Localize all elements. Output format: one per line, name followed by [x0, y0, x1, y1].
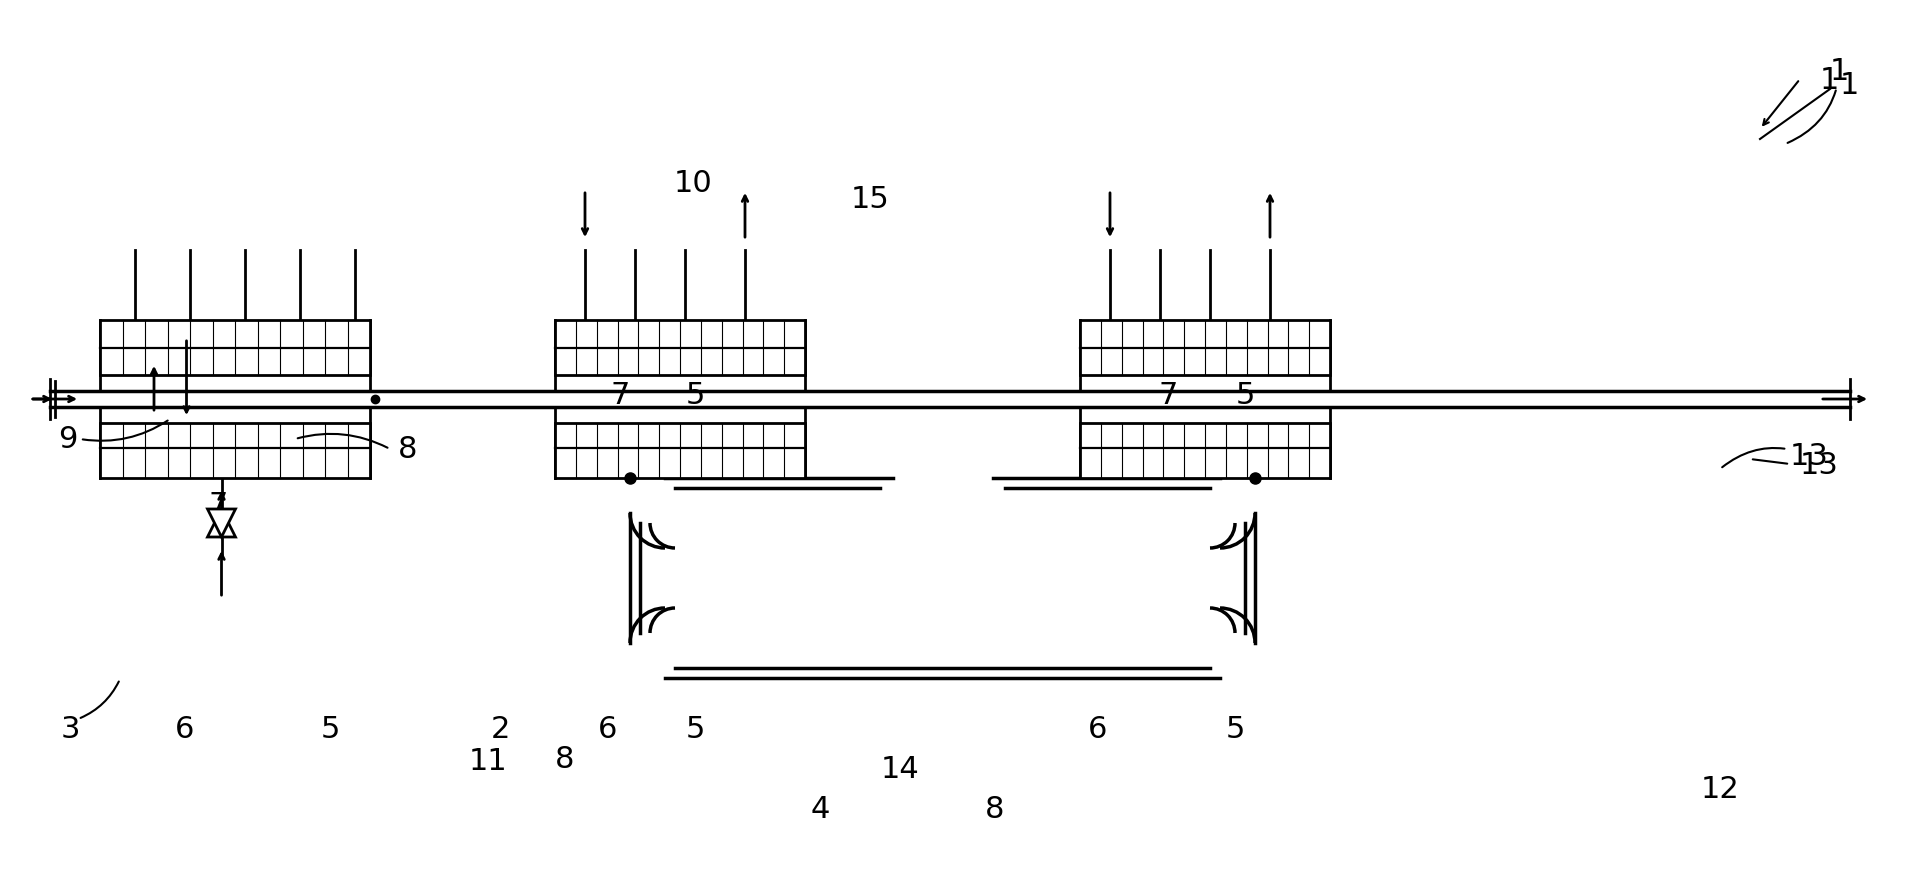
Text: 6: 6: [1089, 715, 1108, 744]
Text: 1: 1: [1819, 66, 1840, 95]
Text: 8: 8: [985, 795, 1004, 824]
Text: 6: 6: [175, 715, 195, 744]
Text: 15: 15: [850, 185, 890, 214]
Bar: [100, 320, 370, 376]
Text: 5: 5: [320, 715, 339, 744]
Text: 7: 7: [1158, 380, 1177, 409]
Text: 12: 12: [1702, 774, 1740, 803]
Bar: [100, 423, 370, 479]
Bar: [1079, 423, 1330, 479]
Text: 1: 1: [1840, 70, 1860, 99]
Bar: [555, 423, 805, 479]
Bar: [555, 320, 805, 376]
Text: 4: 4: [811, 795, 831, 824]
Polygon shape: [208, 509, 235, 537]
Text: 9: 9: [58, 425, 77, 454]
Text: 13: 13: [1723, 442, 1829, 471]
Text: 5: 5: [1235, 380, 1254, 409]
Text: 11: 11: [468, 746, 507, 775]
Text: 2: 2: [489, 715, 509, 744]
Text: 13: 13: [1800, 450, 1838, 479]
Text: 8: 8: [399, 435, 418, 464]
Text: 5: 5: [686, 715, 705, 744]
Text: 1: 1: [1788, 57, 1850, 144]
Text: 7: 7: [208, 490, 227, 519]
Text: 5: 5: [1226, 715, 1245, 744]
Text: 10: 10: [674, 169, 713, 198]
Text: 14: 14: [881, 754, 919, 783]
Text: 5: 5: [686, 380, 705, 409]
Text: 3: 3: [60, 715, 79, 744]
Text: 7: 7: [611, 380, 630, 409]
Text: 6: 6: [597, 715, 619, 744]
Text: 8: 8: [555, 745, 574, 774]
Polygon shape: [208, 509, 235, 537]
Bar: [1079, 320, 1330, 376]
